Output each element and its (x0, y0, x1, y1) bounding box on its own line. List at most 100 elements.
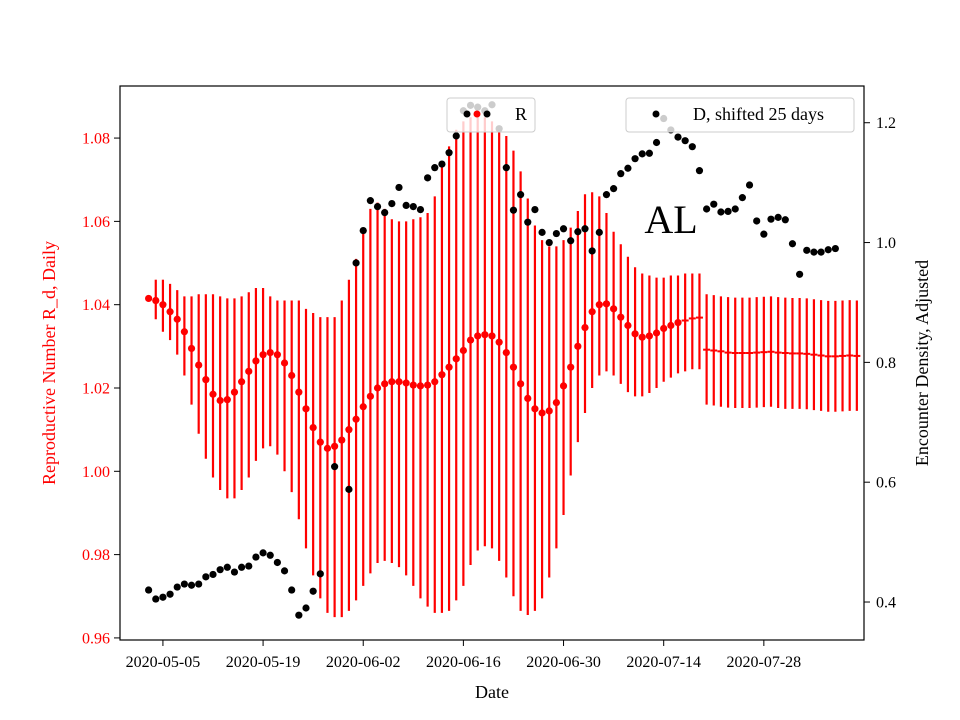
d-point (388, 200, 396, 208)
d-point (531, 205, 539, 214)
r-point (481, 331, 489, 339)
r-point (316, 438, 324, 446)
x-tick-label-4: 2020-06-30 (526, 654, 601, 671)
r-point (631, 330, 639, 338)
left-tick-label-2: 1.00 (82, 464, 110, 481)
x-tick-label-1: 2020-05-19 (226, 654, 301, 671)
r-point (652, 329, 661, 337)
d-point (502, 164, 510, 172)
d-point (159, 593, 167, 601)
r-point (538, 409, 546, 417)
d-point (345, 485, 353, 493)
left-tick-label-5: 1.06 (82, 214, 110, 231)
d-point (166, 590, 174, 598)
right-tick-label-4: 1.2 (876, 115, 896, 132)
legend-r-label: R (515, 104, 527, 124)
r-point (545, 407, 553, 415)
r-point (359, 403, 367, 411)
d-point (810, 248, 818, 256)
d-point (567, 237, 575, 245)
d-point (538, 228, 546, 236)
d-point (760, 230, 768, 238)
d-point (216, 566, 224, 574)
r-point (223, 396, 231, 404)
right-tick-label-2: 0.8 (876, 355, 896, 372)
r-point (638, 333, 646, 341)
r-point (445, 363, 453, 371)
d-point (767, 215, 775, 223)
d-point (273, 558, 281, 567)
r-point (624, 321, 632, 330)
d-point (688, 143, 696, 151)
d-point (187, 581, 196, 589)
r-points (145, 294, 861, 452)
d-point (703, 205, 711, 213)
r-point (452, 355, 460, 363)
d-point (180, 580, 188, 588)
d-point (373, 203, 382, 211)
d-point (638, 150, 646, 158)
right-tick-label-0: 0.4 (876, 595, 896, 612)
d-point (624, 164, 632, 172)
r-point (180, 328, 188, 336)
d-point (559, 225, 568, 233)
r-point (495, 338, 503, 346)
d-point (431, 164, 439, 172)
x-tick-label-6: 2020-07-28 (727, 654, 802, 671)
r-point (524, 394, 532, 403)
left-tick-label-0: 0.96 (82, 630, 110, 647)
d-point (402, 201, 410, 210)
d-point (674, 133, 682, 141)
d-point (259, 549, 267, 557)
r-point (409, 381, 417, 389)
r-point (402, 379, 410, 387)
r-point (273, 351, 281, 359)
legend-r-marker-d (463, 110, 471, 118)
d-point (631, 155, 639, 163)
r-point (259, 351, 267, 359)
r-point (431, 378, 439, 386)
d-point (145, 586, 153, 594)
right-tick-label-3: 1.0 (876, 235, 896, 252)
d-point (316, 570, 324, 578)
left-tick-label-1: 0.98 (82, 547, 110, 564)
r-point (567, 363, 575, 371)
d-point (295, 611, 303, 619)
r-point (309, 423, 317, 432)
r-point (466, 336, 475, 344)
r-point (159, 301, 167, 309)
r-point (245, 367, 253, 375)
r-point (288, 371, 296, 380)
r-point (667, 321, 675, 330)
right-tick-label-1: 0.6 (876, 475, 896, 492)
d-point (266, 551, 274, 559)
r-point (345, 426, 353, 434)
d-point (395, 183, 403, 192)
x-axis-label: Date (475, 682, 509, 702)
d-point (309, 587, 317, 595)
r-point (209, 390, 217, 398)
d-point (424, 174, 432, 182)
r-point (602, 300, 611, 308)
d-point (617, 170, 625, 178)
r-point (559, 382, 568, 390)
d-point (152, 595, 160, 603)
d-point (202, 573, 210, 581)
x-axis-ticks: 2020-05-05 2020-05-19 2020-06-02 2020-06-16… (126, 640, 802, 671)
d-point (381, 208, 389, 217)
r-point (152, 296, 160, 305)
d-point (788, 240, 797, 248)
left-tick-label-3: 1.02 (82, 380, 110, 397)
r-point (517, 380, 525, 388)
d-point (817, 248, 825, 256)
left-axis-label: Reproductive Number R_d, Daily (39, 241, 59, 485)
d-point (352, 259, 360, 267)
d-point (209, 570, 217, 579)
r-point (502, 348, 510, 357)
d-point (517, 191, 525, 199)
r-point (187, 344, 196, 353)
r-point (323, 444, 332, 452)
d-point (195, 580, 203, 588)
d-point (831, 244, 839, 253)
